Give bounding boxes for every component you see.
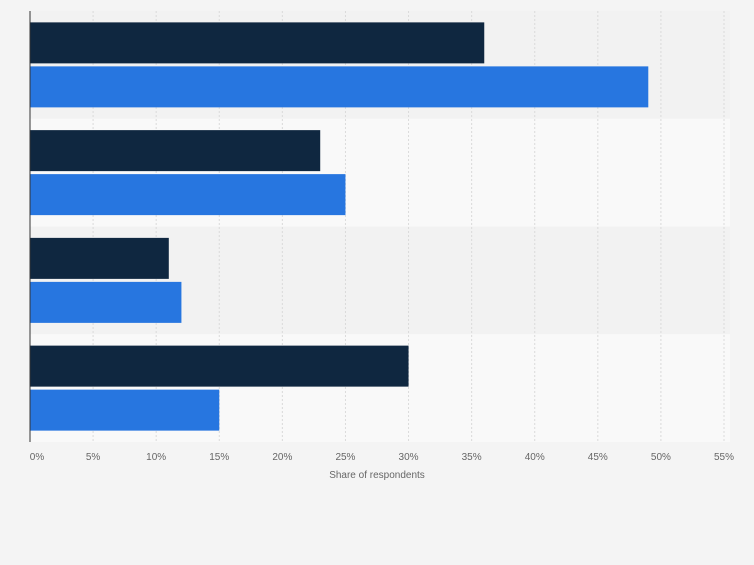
x-tick-label: 50% <box>651 452 671 463</box>
x-tick-label: 15% <box>209 452 229 463</box>
bar <box>30 130 321 172</box>
x-tick-labels: 0% 5% 10% 15% 20% 25% 30% 35% 40% 45% 50% 55% <box>30 452 734 463</box>
bar <box>30 281 182 323</box>
x-tick-label: 40% <box>525 452 545 463</box>
x-axis-label: Share of respondents <box>329 470 425 481</box>
x-tick-label: 5% <box>86 452 101 463</box>
bars <box>30 22 649 431</box>
x-tick-label: 45% <box>588 452 608 463</box>
x-tick-label: 10% <box>146 452 166 463</box>
bar <box>30 174 346 216</box>
bar <box>30 389 220 431</box>
x-tick-label: 25% <box>335 452 355 463</box>
x-tick-label: 0% <box>30 452 45 463</box>
bar <box>30 345 409 387</box>
bar <box>30 237 169 279</box>
x-tick-label: 35% <box>462 452 482 463</box>
x-tick-label: 55% <box>714 452 734 463</box>
x-tick-label: 20% <box>272 452 292 463</box>
bar <box>30 22 485 64</box>
bar <box>30 66 649 108</box>
x-tick-label: 30% <box>399 452 419 463</box>
